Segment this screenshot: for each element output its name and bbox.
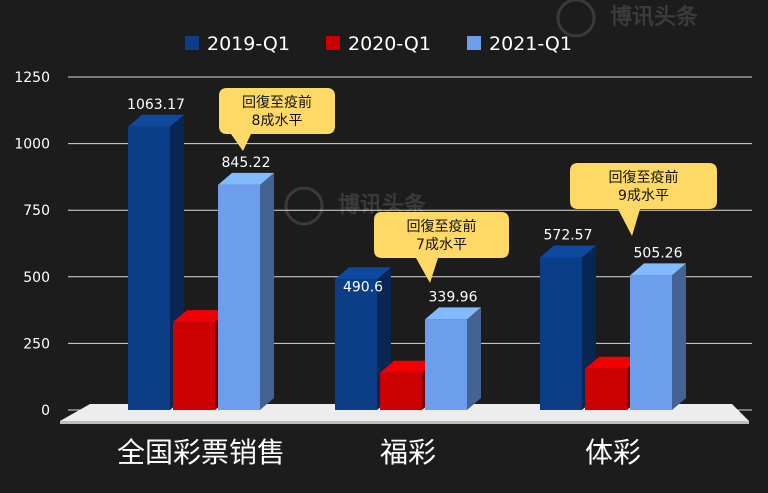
bar-top xyxy=(380,360,436,373)
watermark-emblem xyxy=(556,0,596,38)
callout-bubble xyxy=(374,212,509,283)
y-tick-label: 250 xyxy=(23,336,50,352)
callout: 回復至疫前 8成水平 xyxy=(219,88,335,151)
bar xyxy=(630,275,672,410)
bar xyxy=(173,322,215,410)
bar-side xyxy=(672,263,686,410)
bar xyxy=(540,257,582,410)
legend: 2019-Q1 2020-Q1 2021-Q1 xyxy=(185,33,572,55)
data-label: 505.26 xyxy=(634,245,683,261)
bar-top xyxy=(128,114,184,127)
y-tick-label: 1000 xyxy=(14,137,50,153)
callout: 回復至疫前 9成水平 xyxy=(570,163,717,236)
x-tick-label: 全国彩票销售 xyxy=(117,436,285,469)
data-label: 339.96 xyxy=(429,289,478,305)
bar-top xyxy=(335,267,391,280)
bar xyxy=(218,184,260,410)
callout-bubble xyxy=(219,88,335,151)
bar-top xyxy=(218,172,274,185)
legend-swatch xyxy=(467,36,481,50)
data-label: 1063.17 xyxy=(127,97,185,113)
bar-top xyxy=(630,263,686,276)
bar-side xyxy=(467,307,481,410)
callout-bubble xyxy=(570,163,717,236)
callout-line1: 回復至疫前 xyxy=(242,94,312,111)
callout-line1: 回復至疫前 xyxy=(407,218,477,235)
legend-label: 2019-Q1 xyxy=(207,33,290,55)
y-tick-label: 750 xyxy=(23,203,50,219)
legend-label: 2021-Q1 xyxy=(489,33,572,55)
callout-line2: 9成水平 xyxy=(618,188,669,204)
callout-line1: 回復至疫前 xyxy=(609,169,679,186)
x-tick-label: 体彩 xyxy=(585,436,641,469)
bar-side xyxy=(260,172,274,410)
bar-top xyxy=(173,310,229,323)
bar xyxy=(425,319,467,410)
floor-edge xyxy=(60,421,749,424)
y-tick-label: 500 xyxy=(23,270,50,286)
data-labels: 1063.17 490.6 572.57 845.22 339.96 505.26 xyxy=(127,97,683,306)
x-tick-label: 福彩 xyxy=(380,436,436,469)
legend-item: 2021-Q1 xyxy=(467,33,572,55)
y-tick-label: 0 xyxy=(41,403,50,419)
y-axis: 0 250 500 750 1000 1250 xyxy=(14,70,50,419)
bar xyxy=(585,368,627,410)
callout: 回復至疫前 7成水平 xyxy=(374,212,509,283)
y-tick-label: 1250 xyxy=(14,70,50,86)
legend-item: 2019-Q1 xyxy=(185,33,290,55)
data-label: 572.57 xyxy=(544,227,593,243)
legend-item: 2020-Q1 xyxy=(326,33,431,55)
legend-swatch xyxy=(326,36,340,50)
watermark-text: 博讯头条 xyxy=(610,4,699,30)
legend-label: 2020-Q1 xyxy=(348,33,431,55)
bar-top xyxy=(585,356,641,369)
watermark-emblem xyxy=(284,186,324,226)
data-label: 490.6 xyxy=(343,279,383,295)
callout-line2: 8成水平 xyxy=(252,113,303,129)
bar xyxy=(335,279,377,410)
bars xyxy=(128,114,686,410)
data-label: 845.22 xyxy=(222,155,271,171)
x-axis: 全国彩票销售 福彩 体彩 xyxy=(117,436,641,469)
legend-swatch xyxy=(185,36,199,50)
bar-top xyxy=(425,307,481,320)
bar xyxy=(128,126,170,410)
bar-top xyxy=(540,245,596,258)
bar xyxy=(380,372,422,410)
callout-line2: 7成水平 xyxy=(416,237,467,253)
